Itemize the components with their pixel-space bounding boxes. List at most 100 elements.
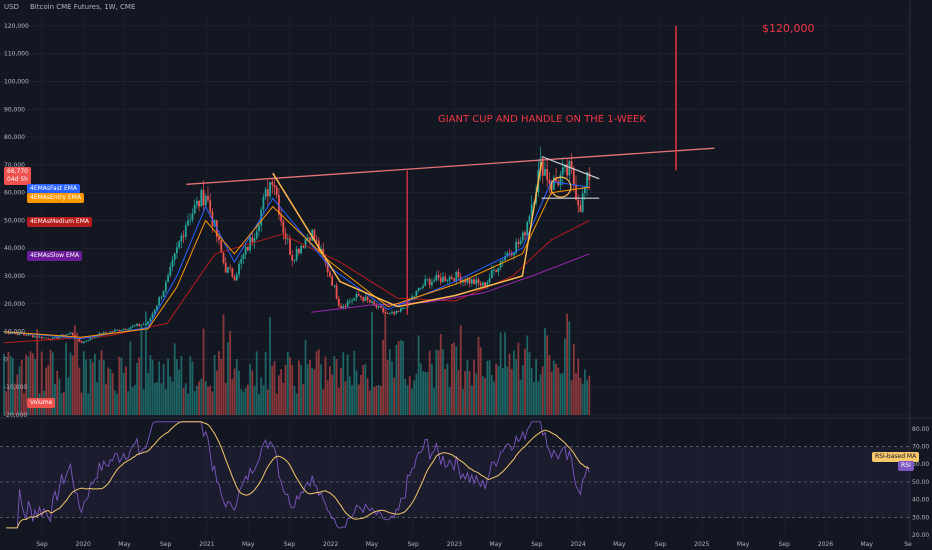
candle-body bbox=[89, 337, 92, 341]
candle-body bbox=[7, 331, 10, 334]
volume-bar bbox=[275, 393, 278, 415]
volume-bar bbox=[113, 390, 116, 415]
volume-bar bbox=[253, 385, 256, 415]
volume-bar bbox=[424, 371, 427, 415]
price-tick-label: 120,000 bbox=[4, 23, 29, 30]
candle-body bbox=[180, 235, 183, 242]
legend-slow-ema[interactable]: 4EMAsSlow EMA bbox=[27, 251, 83, 261]
volume-bar bbox=[211, 391, 214, 415]
candle-body bbox=[552, 177, 555, 190]
candle-body bbox=[373, 301, 376, 305]
volume-bar bbox=[346, 354, 349, 415]
candle-body bbox=[581, 193, 584, 212]
volume-bar bbox=[280, 369, 283, 415]
legend-rsi[interactable]: RSI bbox=[898, 461, 914, 471]
price-tick-label: 40,000 bbox=[4, 245, 25, 252]
volume-bar bbox=[501, 368, 504, 415]
candle-body bbox=[258, 225, 260, 232]
candle-body bbox=[111, 331, 114, 333]
candle-body bbox=[501, 260, 504, 261]
volume-bar bbox=[313, 369, 316, 415]
candle-body bbox=[411, 296, 413, 300]
volume-bar bbox=[149, 354, 152, 415]
candle-body bbox=[31, 335, 34, 338]
candle-body bbox=[9, 333, 12, 335]
price-tick-label: 110,000 bbox=[4, 51, 29, 58]
candle-body bbox=[444, 276, 447, 282]
volume-bar bbox=[481, 376, 484, 415]
volume-bar bbox=[521, 364, 524, 415]
volume-bar bbox=[373, 386, 376, 415]
volume-bar bbox=[399, 339, 402, 415]
volume-bar bbox=[58, 378, 61, 415]
candle-body bbox=[524, 232, 526, 236]
volume-bar bbox=[466, 359, 469, 415]
candle-body bbox=[91, 337, 94, 339]
volume-bar bbox=[439, 334, 442, 415]
volume-bar bbox=[167, 358, 169, 415]
legend-rsi-ma[interactable]: RSI-based MA bbox=[872, 452, 920, 462]
volume-bar bbox=[526, 335, 529, 415]
candle-body bbox=[477, 279, 480, 283]
candle-body bbox=[337, 298, 340, 306]
symbol-title[interactable]: Bitcoin CME Futures, 1W, CME bbox=[30, 3, 136, 11]
candle-body bbox=[329, 272, 331, 277]
volume-bar bbox=[60, 393, 63, 415]
candle-body bbox=[486, 282, 489, 287]
candle-body bbox=[23, 333, 25, 335]
legend-fast-ema[interactable]: 4EMAsFast EMA bbox=[27, 184, 81, 194]
ema-fast-line bbox=[3, 181, 590, 340]
volume-bar bbox=[566, 313, 569, 415]
candle-body bbox=[528, 216, 531, 222]
volume-bar bbox=[218, 351, 220, 415]
candle-body bbox=[193, 205, 196, 214]
candle-body bbox=[439, 277, 442, 283]
volume-bar bbox=[209, 385, 212, 415]
candle-body bbox=[269, 182, 271, 197]
volume-bar bbox=[240, 389, 243, 415]
legend-entry-ema[interactable]: 4EMAsEntry EMA bbox=[27, 193, 84, 203]
candle-body bbox=[202, 190, 205, 206]
candle-body bbox=[355, 294, 358, 299]
volume-bar bbox=[142, 389, 145, 415]
candle-body bbox=[586, 172, 588, 189]
volume-bar bbox=[575, 373, 577, 415]
volume-bar bbox=[282, 382, 285, 415]
candle-body bbox=[430, 281, 433, 286]
candle-body bbox=[497, 267, 500, 272]
volume-bar bbox=[448, 387, 451, 415]
volume-bar bbox=[340, 367, 342, 415]
volume-bar bbox=[499, 332, 502, 415]
candle-body bbox=[242, 254, 245, 259]
volume-bar bbox=[295, 393, 298, 415]
candle-body bbox=[419, 287, 422, 289]
volume-bar bbox=[464, 371, 467, 415]
legend-volume[interactable]: Volume bbox=[27, 398, 56, 408]
volume-bar bbox=[269, 316, 271, 415]
candle-body bbox=[459, 277, 462, 283]
volume-bar bbox=[588, 375, 591, 415]
candle-body bbox=[133, 325, 136, 327]
candle-body bbox=[473, 279, 475, 285]
candle-body bbox=[333, 285, 336, 287]
volume-bar bbox=[249, 363, 251, 415]
volume-bar bbox=[187, 393, 189, 415]
time-tick-label: 2022 bbox=[323, 541, 338, 548]
volume-bar bbox=[164, 389, 167, 415]
volume-bar bbox=[450, 343, 453, 415]
legend-medium-ema[interactable]: 4EMAsMedium EMA bbox=[27, 217, 92, 227]
volume-bar bbox=[144, 311, 147, 415]
candle-body bbox=[65, 334, 67, 337]
price-tick-label: 90,000 bbox=[4, 106, 25, 113]
volume-bar bbox=[85, 359, 87, 415]
time-tick-label: 2021 bbox=[199, 541, 214, 548]
volume-bar bbox=[153, 383, 156, 415]
price-tick-label: 30,000 bbox=[4, 273, 25, 280]
volume-bar bbox=[158, 361, 161, 415]
volume-bar bbox=[105, 384, 107, 415]
volume-bar bbox=[419, 363, 422, 415]
volume-bar bbox=[31, 353, 34, 415]
volume-bar bbox=[258, 394, 260, 415]
candle-body bbox=[160, 297, 163, 298]
